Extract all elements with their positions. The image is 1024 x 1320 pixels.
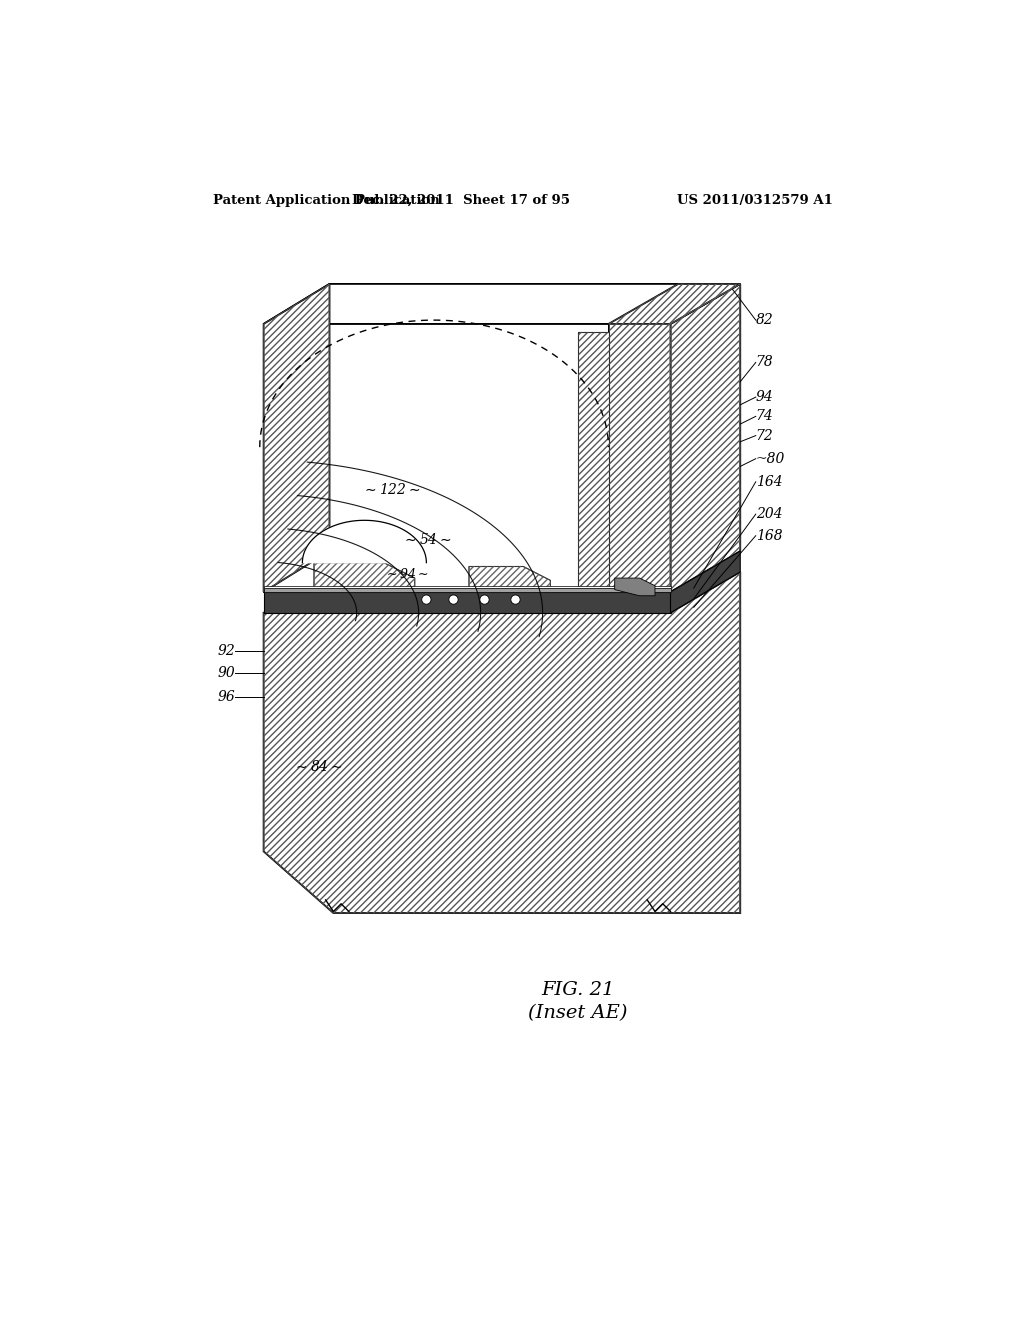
Text: FIG. 21: FIG. 21 bbox=[541, 981, 614, 999]
Polygon shape bbox=[263, 284, 330, 591]
Text: Patent Application Publication: Patent Application Publication bbox=[213, 194, 440, 207]
Text: 96: 96 bbox=[217, 690, 234, 705]
Text: $\sim$94$\sim$: $\sim$94$\sim$ bbox=[384, 568, 429, 581]
Text: $\sim$84$\sim$: $\sim$84$\sim$ bbox=[293, 759, 343, 775]
Polygon shape bbox=[608, 284, 740, 323]
Text: ~80: ~80 bbox=[756, 451, 785, 466]
Polygon shape bbox=[614, 578, 655, 595]
Polygon shape bbox=[263, 572, 740, 913]
Circle shape bbox=[511, 595, 520, 605]
Polygon shape bbox=[578, 331, 608, 591]
Text: 168: 168 bbox=[756, 529, 782, 543]
Polygon shape bbox=[263, 586, 671, 589]
Text: $\sim$122$\sim$: $\sim$122$\sim$ bbox=[362, 482, 421, 498]
Text: 164: 164 bbox=[756, 475, 782, 488]
Polygon shape bbox=[263, 591, 671, 612]
Circle shape bbox=[422, 595, 431, 605]
Polygon shape bbox=[469, 566, 550, 591]
Polygon shape bbox=[671, 284, 740, 591]
Text: 78: 78 bbox=[756, 355, 773, 370]
Circle shape bbox=[480, 595, 489, 605]
Text: $\sim$54$\sim$: $\sim$54$\sim$ bbox=[401, 532, 452, 546]
Polygon shape bbox=[263, 323, 608, 591]
Text: (Inset AE): (Inset AE) bbox=[527, 1005, 628, 1022]
Text: 72: 72 bbox=[756, 429, 773, 442]
Text: Dec. 22, 2011  Sheet 17 of 95: Dec. 22, 2011 Sheet 17 of 95 bbox=[352, 194, 570, 207]
Text: 90: 90 bbox=[217, 665, 234, 680]
Polygon shape bbox=[263, 284, 740, 323]
Polygon shape bbox=[314, 562, 415, 591]
Text: 74: 74 bbox=[756, 409, 773, 424]
Polygon shape bbox=[608, 323, 671, 591]
Text: 82: 82 bbox=[756, 313, 773, 327]
Polygon shape bbox=[302, 520, 426, 562]
Text: 92: 92 bbox=[217, 644, 234, 659]
Text: 94: 94 bbox=[756, 391, 773, 404]
Text: 204: 204 bbox=[756, 507, 782, 521]
Polygon shape bbox=[671, 552, 740, 612]
Circle shape bbox=[449, 595, 458, 605]
Text: US 2011/0312579 A1: US 2011/0312579 A1 bbox=[677, 194, 834, 207]
Polygon shape bbox=[263, 589, 671, 591]
